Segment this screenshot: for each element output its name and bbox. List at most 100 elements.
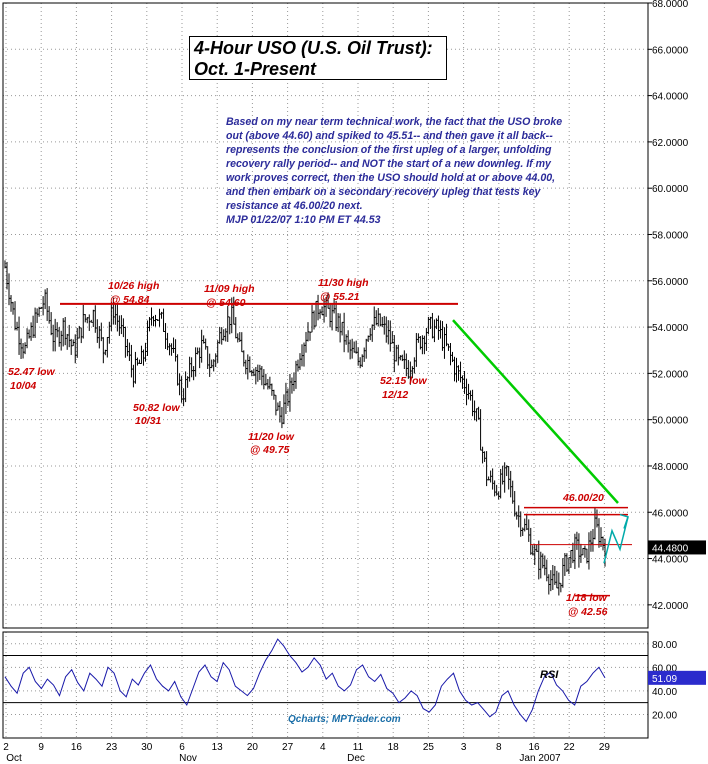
ohlc-bar — [86, 317, 89, 324]
y-tick-label: 58.0000 — [652, 230, 689, 241]
ohlc-bar — [514, 491, 517, 517]
ohlc-bar — [496, 484, 499, 496]
watermark: Qcharts; MPTrader.com — [288, 714, 401, 725]
month-label: Jan 2007 — [519, 753, 561, 764]
ohlc-bar — [150, 307, 154, 326]
ohlc-bar — [393, 335, 396, 373]
ohlc-bar — [361, 354, 364, 368]
ohlc-bar — [387, 320, 390, 345]
ohlc-bar — [283, 394, 286, 425]
ohlc-bar — [572, 542, 575, 564]
ohlc-bar — [235, 317, 238, 339]
ohlc-bar — [48, 306, 51, 324]
ohlc-bar — [468, 383, 471, 400]
ohlc-bar — [403, 350, 406, 369]
ohlc-bar — [399, 355, 402, 361]
ohlc-bar — [419, 335, 422, 350]
projection-arrow-head — [619, 513, 629, 529]
rsi-panel: 80.00 60.00 40.00 20.00 RSI 51.09 Qcharts; MPT… — [3, 638, 706, 725]
ohlc-bar — [464, 370, 467, 394]
ohlc-bar — [506, 465, 509, 477]
y-tick-label: 64.0000 — [652, 92, 689, 103]
ohlc-bar — [140, 345, 144, 364]
ohlc-bar — [285, 382, 288, 414]
ohlc-bar — [568, 557, 571, 575]
price-panel-frame — [2, 2, 649, 629]
annotation-label: 11/20 low — [248, 431, 295, 443]
ohlc-bar — [122, 318, 125, 338]
ohlc-bar — [10, 295, 13, 312]
x-tick-label: 29 — [599, 742, 611, 753]
ohlc-bar — [339, 313, 342, 343]
ohlc-bar — [397, 344, 400, 366]
chart-title: 4-Hour USO (U.S. Oil Trust): Oct. 1-Pres… — [189, 36, 447, 80]
x-tick-label: 13 — [212, 742, 224, 753]
ohlc-bar — [92, 309, 95, 328]
ohlc-bar — [576, 531, 579, 550]
annotation-label: 50.82 low — [133, 402, 181, 414]
ohlc-bar — [30, 322, 33, 341]
ohlc-bar — [462, 375, 465, 389]
ohlc-bar — [470, 390, 473, 401]
x-tick-label: 8 — [496, 742, 502, 753]
ohlc-bar — [596, 509, 599, 528]
ohlc-bar — [175, 339, 178, 362]
annotation-label: 52.15 low — [380, 375, 428, 387]
x-tick-label: 4 — [320, 742, 326, 753]
ohlc-bar — [516, 511, 519, 520]
ohlc-bar — [159, 308, 162, 327]
ohlc-bar — [138, 359, 142, 365]
ohlc-bar — [335, 300, 338, 332]
annotation-label: 11/30 high — [318, 277, 369, 289]
ohlc-bar — [195, 347, 198, 377]
ohlc-bar — [540, 551, 543, 579]
ohlc-bar — [550, 570, 553, 592]
ohlc-bar — [375, 310, 378, 326]
rsi-value-box — [648, 670, 706, 685]
y-tick-label: 42.0000 — [652, 601, 689, 612]
ohlc-bar — [329, 304, 332, 328]
ohlc-bar — [443, 327, 447, 359]
y-tick-label: 44.0000 — [652, 555, 689, 566]
ohlc-bar — [548, 574, 551, 595]
x-tick-label: 27 — [282, 742, 294, 753]
ohlc-bar — [369, 328, 372, 341]
ohlc-bar — [458, 365, 461, 381]
ohlc-bar — [544, 555, 547, 576]
ohlc-bar — [427, 316, 431, 335]
ohlc-bar — [560, 583, 563, 593]
annotation-sublabel: @ 49.75 — [250, 444, 290, 456]
ohlc-bar — [526, 513, 529, 531]
ohlc-bar — [409, 361, 412, 385]
x-tick-label: 3 — [461, 742, 467, 753]
ohlc-bar — [345, 334, 348, 345]
ohlc-bar — [120, 315, 123, 335]
ohlc-bar — [22, 343, 25, 359]
ohlc-bar — [275, 395, 278, 416]
ohlc-bar — [76, 327, 79, 358]
ohlc-bar — [189, 356, 192, 382]
rsi-panel-frame — [2, 631, 649, 739]
y-tick-label: 68.0000 — [652, 0, 689, 10]
ohlc-bar — [486, 451, 489, 487]
ohlc-bar — [78, 325, 81, 339]
ohlc-bar — [110, 301, 113, 331]
ohlc-bar — [118, 315, 121, 336]
ohlc-bar — [554, 565, 557, 585]
ohlc-bar — [584, 545, 587, 558]
ohlc-bar — [439, 320, 443, 339]
ohlc-bar — [305, 331, 308, 353]
ohlc-bar — [466, 378, 469, 406]
ohlc-bar — [28, 329, 31, 339]
ohlc-bar — [72, 339, 75, 347]
annotation-label: 10/26 high — [108, 280, 159, 292]
annotation-sublabel: @ 54.60 — [206, 297, 246, 309]
x-tick-label: 30 — [141, 742, 153, 753]
ohlc-bar — [504, 462, 507, 493]
ohlc-bar — [253, 368, 256, 377]
ohlc-bar — [566, 553, 569, 572]
ohlc-bar — [383, 315, 386, 335]
ohlc-bar — [522, 527, 525, 537]
ohlc-bar — [588, 532, 591, 570]
ohlc-bar — [289, 373, 292, 412]
